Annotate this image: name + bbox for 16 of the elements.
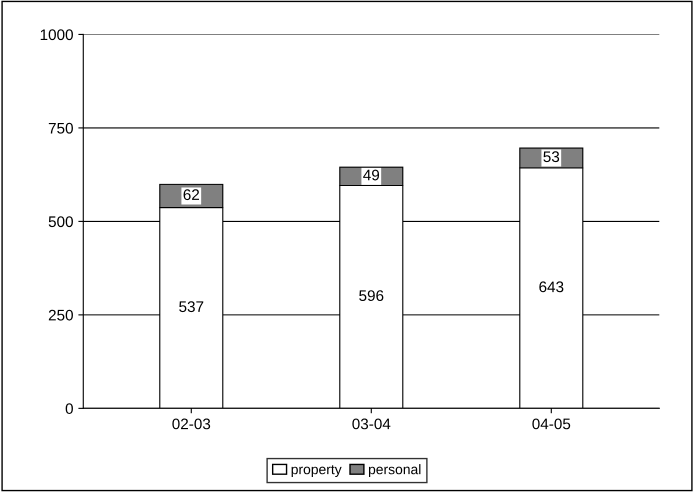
y-tick-label: 0 bbox=[66, 403, 73, 414]
y-tick-label: 1000 bbox=[40, 29, 73, 40]
y-tick-label: 750 bbox=[48, 122, 73, 134]
legend-label: personal bbox=[368, 464, 420, 478]
legend-label: property bbox=[292, 465, 342, 478]
y-tick-label: 500 bbox=[48, 216, 73, 228]
data-label: 62 bbox=[184, 189, 200, 200]
x-tick-label: 04-05 bbox=[532, 418, 570, 430]
x-tick-label: 03-04 bbox=[352, 418, 390, 430]
y-tick-label: 250 bbox=[48, 310, 73, 321]
data-label: 53 bbox=[543, 151, 560, 162]
data-label: 49 bbox=[363, 170, 380, 180]
data-label: 643 bbox=[539, 281, 564, 292]
x-tick-label: 02-03 bbox=[172, 418, 210, 430]
data-label: 596 bbox=[359, 290, 384, 302]
data-label: 537 bbox=[179, 301, 204, 312]
